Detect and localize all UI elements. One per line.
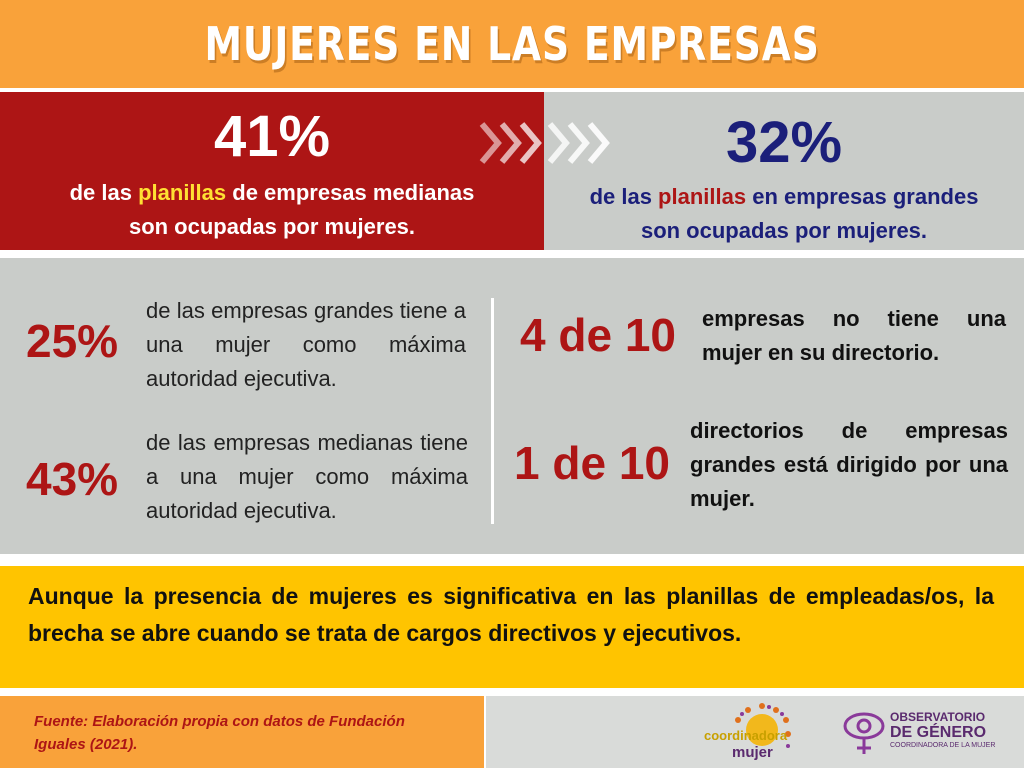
desc-post: de empresas medianas [226,180,475,205]
source-panel: Fuente: Elaboración propia con datos de … [0,696,484,768]
stat-board-led-text: directorios de empresas grandes está dir… [690,418,1008,511]
conclusion-panel: Aunque la presencia de mujeres es signif… [0,566,1024,688]
stat-large-ceo-text: de las empresas grandes tiene a una muje… [146,298,466,391]
stat-no-board-text: empresas no tiene una mujer en su direct… [702,306,1006,365]
stat-board-led-value: 1 de 10 [514,437,670,489]
stat-large-ceo-value: 25% [26,315,119,367]
sun-icon [735,703,791,748]
medium-companies-percent: 41% [213,104,331,169]
page-title: MUJERES EN LAS EMPRESAS [204,17,820,71]
stat-medium-ceo-text: de las empresas medianas tiene a una muj… [146,430,468,523]
coordinadora-logo: coordinadora mujer [704,700,814,764]
observatorio-logo: OBSERVATORIO DE GÉNERO COORDINADORA DE L… [842,706,1020,760]
stats-panel: 25% de las empresas grandes tiene a una … [0,258,1024,554]
eye-venus-icon [843,712,885,754]
logo2-line2: DE GÉNERO [890,724,987,741]
logo2-line1: OBSERVATORIO [890,710,986,724]
column-divider [491,298,494,524]
logo2-line3: COORDINADORA DE LA MUJER [890,742,996,749]
desc-pre: de las [589,184,659,209]
medium-companies-panel: 41% de las planillas de empresas mediana… [0,92,544,250]
source-text: Fuente: Elaboración propia con datos de … [34,713,405,753]
logos-panel: coordinadora mujer OBSERVATORIO DE GÉNER… [486,696,1024,768]
header-banner: MUJERES EN LAS EMPRESAS [0,0,1024,88]
logo1-line1: coordinadora [704,728,788,743]
chevron-arrows-icon [479,122,610,164]
desc-pre: de las [69,180,139,205]
conclusion-text: Aunque la presencia de mujeres es signif… [28,583,994,646]
large-companies-panel: 32% de las planillas en empresas grandes… [544,92,1024,250]
desc-line2: son ocupadas por mujeres. [128,214,416,239]
desc-post: en empresas grandes [746,184,979,209]
desc-highlight: planillas [138,180,227,205]
large-companies-description: de las planillas en empresas grandes son… [544,180,1024,248]
stat-no-board-value: 4 de 10 [520,309,676,361]
logo1-line2: mujer [732,744,773,761]
desc-highlight: planillas [658,184,747,209]
desc-line2: son ocupadas por mujeres. [640,218,928,243]
stat-medium-ceo-value: 43% [26,453,119,505]
large-companies-percent: 32% [725,110,843,175]
medium-companies-description: de las planillas de empresas medianas so… [0,176,544,244]
